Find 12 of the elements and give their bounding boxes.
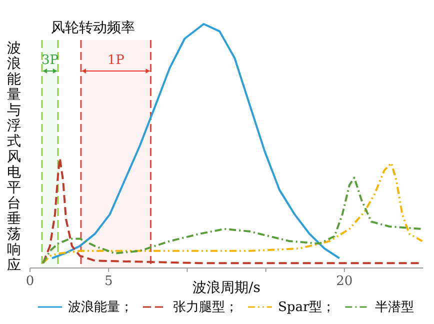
band-label: 3P: [41, 53, 59, 68]
legend-label: Spar型；: [278, 300, 336, 315]
legend-label: 张力腿型；: [173, 300, 238, 315]
x-axis-title: 波浪周期/s: [192, 280, 260, 296]
legend-label: 半潜型: [375, 300, 414, 315]
x-tick-label: 0: [26, 274, 34, 289]
x-tick-label: 5: [104, 274, 113, 289]
x-tick-label: 20: [336, 274, 353, 289]
text: 波浪能量与浮式风电平台垂荡响应: [7, 40, 21, 274]
annotation: 风轮转动频率: [51, 20, 135, 36]
legend-label: 波浪能量；: [68, 299, 133, 315]
band-label: 1P: [107, 53, 125, 68]
